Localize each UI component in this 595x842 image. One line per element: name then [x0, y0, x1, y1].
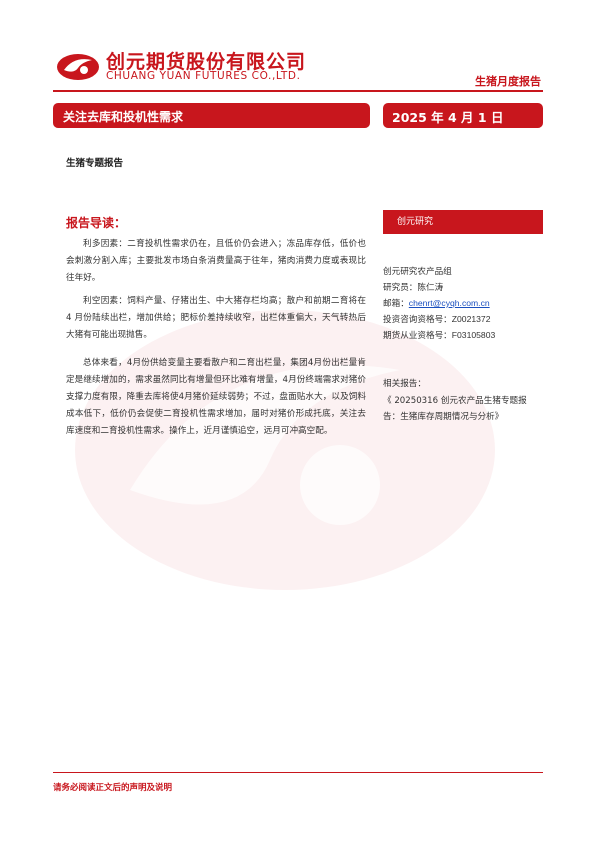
- advisor-license-line: 投资咨询资格号：Z0021372: [383, 313, 490, 325]
- footer-divider: [53, 772, 543, 773]
- report-date: 2025 年 4 月 1 日: [392, 110, 504, 125]
- researcher-name: 陈仁涛: [417, 283, 444, 293]
- bullish-factors-paragraph: 利多因素：二育投机性需求仍在，且低价仍会进入；冻品库存低，低价也会刺激分割入库；…: [66, 239, 366, 283]
- advisor-license-number: Z0021372: [451, 314, 491, 324]
- related-report-item[interactable]: 《 20250316 创元农产品生猪专题报告：生猪库存周期情况与分析》: [383, 396, 527, 422]
- report-type-label: 生猪月度报告: [475, 75, 541, 88]
- company-name-cn: 创元期货股份有限公司: [106, 51, 307, 73]
- company-name-en: CHUANG YUAN FUTURES CO.,LTD.: [106, 70, 301, 82]
- footer-disclaimer: 请务必阅读正文后的声明及说明: [53, 783, 173, 793]
- header-divider: [53, 90, 543, 92]
- date-banner: [383, 103, 543, 128]
- related-reports-title: 相关报告：: [383, 379, 426, 389]
- futures-license-number: F03105803: [451, 330, 496, 340]
- futures-license-label: 期货从业资格号：: [383, 331, 452, 341]
- futures-license-line: 期货从业资格号：F03105803: [383, 329, 495, 341]
- email-link[interactable]: chenrt@cyqh.com.cn: [408, 298, 490, 308]
- sidebar-header-bar: [383, 210, 543, 234]
- company-logo-icon: [57, 54, 99, 80]
- email-label: 邮箱：: [383, 299, 409, 309]
- research-group: 创元研究农产品组: [383, 267, 452, 277]
- title-banner: [53, 103, 370, 128]
- sidebar-header-label: 创元研究: [397, 217, 434, 227]
- advisor-license-label: 投资咨询资格号：: [383, 315, 452, 325]
- summary-paragraph: 总体来看，4月份供给变量主要看散户和二育出栏量，集团4月份出栏量肯定是继续增加的…: [66, 358, 366, 436]
- report-title: 关注去库和投机性需求: [63, 110, 184, 124]
- email-line: 邮箱：chenrt@cyqh.com.cn: [383, 297, 490, 309]
- logo-watermark-icon: [75, 310, 495, 590]
- guide-title: 报告导读：: [66, 216, 127, 230]
- researcher-line: 研究员：陈仁涛: [383, 281, 443, 293]
- bearish-factors-paragraph: 利空因素：饲料产量、仔猪出生、中大猪存栏均高；散户和前期二育将在 4 月份陆续出…: [66, 296, 366, 340]
- report-subtitle: 生猪专题报告: [66, 158, 124, 169]
- researcher-label: 研究员：: [383, 283, 418, 293]
